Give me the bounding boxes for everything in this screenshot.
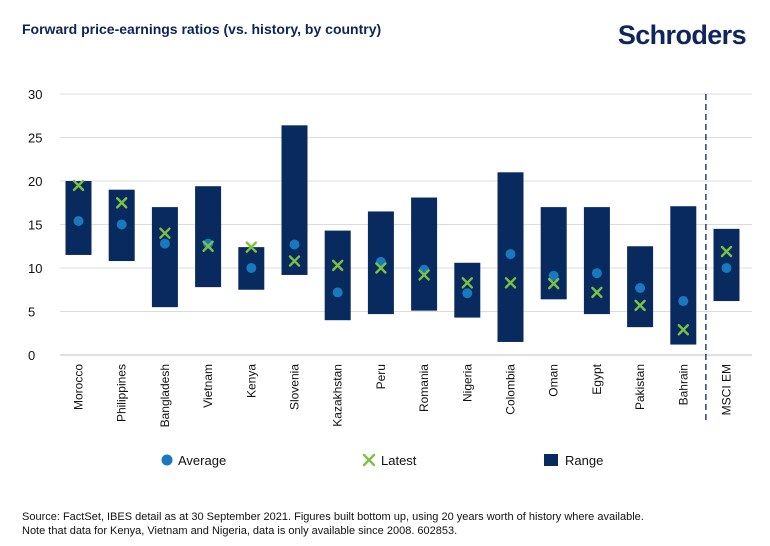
average-marker <box>419 264 430 275</box>
latest-marker-stroke <box>202 240 214 252</box>
average-marker <box>678 296 689 307</box>
markers <box>72 179 733 336</box>
x-axis: Morocco Philippines Bangladesh Vietnam Kenya… <box>72 363 734 427</box>
average-marker <box>246 263 257 273</box>
y-tick-label: 0 <box>28 348 35 363</box>
latest-marker <box>591 286 603 299</box>
latest-marker <box>288 255 301 267</box>
x-category-label: Peru <box>374 364 388 389</box>
latest-marker <box>677 324 689 336</box>
source-line-2: Note that data for Kenya, Vietnam and Ni… <box>22 525 458 537</box>
average-marker <box>505 249 516 260</box>
x-category-label: Bangladesh <box>158 364 172 427</box>
legend-latest-label: Latest <box>381 453 417 468</box>
latest-marker <box>634 299 646 312</box>
legend-average-label: Average <box>178 453 226 468</box>
average-marker <box>548 270 559 281</box>
latest-marker-stroke <box>591 286 603 299</box>
x-category-label: Kazakhstan <box>331 364 345 427</box>
latest-marker <box>72 179 85 192</box>
latest-marker <box>332 259 344 272</box>
x-category-label: Vietnam <box>201 364 215 408</box>
average-marker <box>159 238 170 249</box>
chart-title: Forward price-earnings ratios (vs. histo… <box>22 21 382 37</box>
x-category-label: Morocco <box>72 364 86 410</box>
x-category-label: Egypt <box>590 363 604 394</box>
latest-marker-stroke <box>375 262 387 274</box>
x-category-label: Bahrain <box>676 364 690 405</box>
latest-marker-stroke <box>461 277 473 289</box>
range-bar <box>670 206 697 345</box>
range-chart: 0 5 10 15 20 25 30 Morocco Philippines Banglades… <box>28 87 752 468</box>
range-bar <box>540 207 567 300</box>
x-category-label: Nigeria <box>460 364 474 402</box>
latest-marker-stroke <box>504 277 517 289</box>
range-bar <box>195 186 222 288</box>
range-bar <box>281 125 308 275</box>
latest-marker-stroke <box>115 197 128 209</box>
x-category-label: Kenya <box>244 364 258 398</box>
range-bar <box>151 207 178 308</box>
latest-marker <box>245 241 258 253</box>
x-category-label: Oman <box>547 364 561 397</box>
latest-marker <box>548 277 560 290</box>
y-tick-label: 25 <box>28 131 42 146</box>
x-category-label: MSCI EM <box>720 364 734 415</box>
latest-marker <box>461 277 473 289</box>
x-category-label: Colombia <box>504 364 518 415</box>
range-bar <box>583 207 610 315</box>
average-marker <box>591 268 602 279</box>
latest-marker-stroke <box>245 241 258 253</box>
average-marker <box>462 288 473 299</box>
average-marker <box>203 238 214 249</box>
average-marker <box>73 216 84 227</box>
latest-marker-stroke <box>720 245 733 258</box>
range-bars <box>65 125 740 345</box>
y-axis: 0 5 10 15 20 25 30 <box>28 87 42 363</box>
legend: Average Latest Range <box>161 453 603 468</box>
schroders-logo: Schroders <box>617 20 747 50</box>
x-category-label: Slovenia <box>288 364 302 410</box>
x-category-label: Pakistan <box>633 364 647 410</box>
average-marker <box>332 287 343 298</box>
y-tick-label: 5 <box>28 305 35 320</box>
legend-range-label: Range <box>565 453 603 468</box>
y-tick-label: 15 <box>28 218 42 233</box>
latest-marker-stroke <box>288 255 301 267</box>
legend-average-swatch <box>161 454 173 466</box>
latest-marker-stroke <box>634 299 646 312</box>
latest-marker <box>504 277 517 289</box>
latest-marker <box>375 262 387 274</box>
average-marker <box>721 263 732 273</box>
latest-marker-stroke <box>677 324 689 336</box>
latest-marker-stroke <box>332 259 344 272</box>
source-line-1: Source: FactSet, IBES detail as at 30 Se… <box>22 511 644 523</box>
latest-marker <box>720 245 733 258</box>
y-tick-label: 30 <box>28 87 42 102</box>
average-marker <box>116 219 127 230</box>
x-category-label: Philippines <box>115 364 129 422</box>
range-bar <box>411 197 438 311</box>
source-note: Source: FactSet, IBES detail as at 30 Se… <box>22 510 752 538</box>
latest-marker <box>159 227 171 239</box>
latest-marker-stroke <box>72 179 85 192</box>
latest-marker <box>202 240 214 252</box>
latest-marker <box>418 269 430 281</box>
latest-marker-stroke <box>548 277 560 290</box>
latest-marker <box>115 197 128 209</box>
legend-range-swatch <box>544 454 558 466</box>
legend-latest-swatch <box>362 453 376 467</box>
x-category-label: Romania <box>417 364 431 412</box>
range-bar <box>324 230 351 321</box>
average-marker <box>635 283 646 294</box>
average-marker <box>289 239 300 250</box>
legend-latest-stroke <box>362 453 376 467</box>
latest-marker-stroke <box>418 269 430 281</box>
y-tick-label: 10 <box>28 261 42 276</box>
latest-marker-stroke <box>159 227 171 239</box>
y-tick-label: 20 <box>28 174 42 189</box>
